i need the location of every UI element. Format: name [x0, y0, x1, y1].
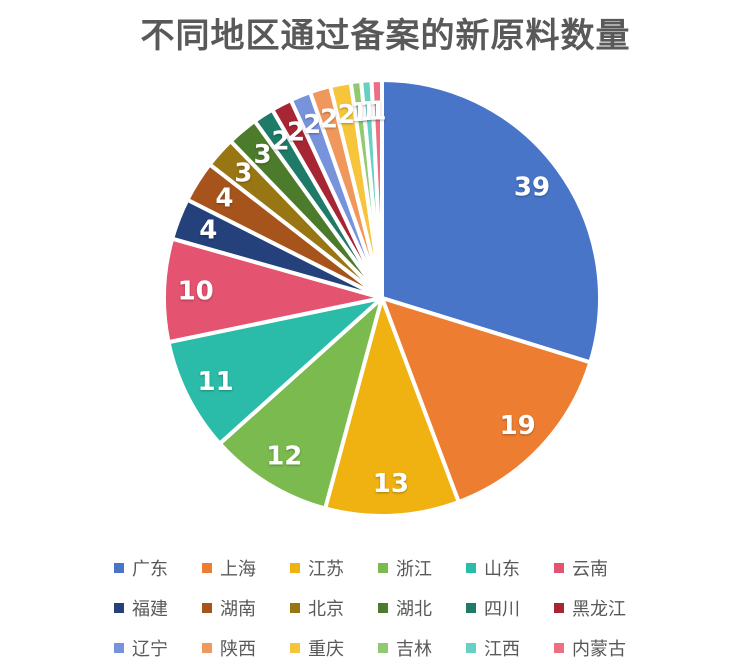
pie-slice-上海: [380, 296, 593, 505]
slice-value-label: 2: [303, 110, 321, 140]
legend-label: 江西: [484, 639, 520, 659]
legend-label: 上海: [220, 559, 256, 579]
legend-swatch-icon: [202, 643, 212, 653]
legend-item-黑龙江: 黑龙江: [554, 595, 642, 621]
legend-label: 陕西: [220, 639, 256, 659]
legend-label: 云南: [572, 559, 608, 579]
legend-item-辽宁: 辽宁: [114, 635, 202, 661]
legend-item-重庆: 重庆: [290, 635, 378, 661]
legend-swatch-icon: [554, 603, 564, 613]
legend-swatch-icon: [466, 603, 476, 613]
legend-label: 湖北: [396, 599, 432, 619]
pie-slice-广东: [380, 78, 602, 365]
slice-value-label: 10: [178, 276, 214, 306]
legend: 广东 上海 江苏 浙江 山东 云南福建 湖南 北京 湖北 四川 黑龙江辽宁 陕西 重庆 吉林 江西 内蒙古: [114, 548, 642, 668]
pie-slice-云南: [162, 236, 384, 345]
pie-slice-山东: [166, 296, 384, 446]
legend-item-湖北: 湖北: [378, 595, 466, 621]
legend-item-四川: 四川: [466, 595, 554, 621]
legend-item-云南: 云南: [554, 555, 642, 581]
slice-value-label: 11: [198, 367, 234, 397]
legend-item-江苏: 江苏: [290, 555, 378, 581]
legend-item-北京: 北京: [290, 595, 378, 621]
slice-value-label: 3: [234, 159, 252, 189]
legend-swatch-icon: [290, 643, 300, 653]
slice-value-label: 2: [320, 104, 338, 134]
slice-value-label: 19: [500, 411, 536, 441]
legend-label: 湖南: [220, 599, 256, 619]
legend-swatch-icon: [290, 563, 300, 573]
slice-value-label: 3: [254, 140, 272, 170]
legend-label: 江苏: [308, 559, 344, 579]
pie-slice-内蒙古: [369, 77, 384, 300]
slice-value-label: 4: [199, 215, 217, 245]
slice-value-label: 2: [271, 127, 289, 157]
slice-value-label: 1: [360, 97, 378, 127]
legend-swatch-icon: [554, 563, 564, 573]
legend-item-吉林: 吉林: [378, 635, 466, 661]
slice-value-label: 1: [351, 98, 369, 128]
legend-item-山东: 山东: [466, 555, 554, 581]
legend-label: 浙江: [396, 559, 432, 579]
slice-value-label: 1: [368, 97, 386, 127]
legend-label: 吉林: [396, 639, 432, 659]
pie-slice-浙江: [217, 296, 384, 511]
legend-swatch-icon: [202, 603, 212, 613]
legend-swatch-icon: [290, 603, 300, 613]
legend-label: 山东: [484, 559, 520, 579]
slice-value-label: 12: [266, 442, 302, 472]
legend-label: 广东: [132, 559, 168, 579]
legend-swatch-icon: [114, 563, 124, 573]
legend-label: 重庆: [308, 639, 344, 659]
legend-item-浙江: 浙江: [378, 555, 466, 581]
legend-item-广东: 广东: [114, 555, 202, 581]
legend-label: 四川: [484, 599, 520, 619]
legend-item-江西: 江西: [466, 635, 554, 661]
slice-value-label: 39: [514, 172, 550, 202]
legend-swatch-icon: [378, 563, 388, 573]
legend-label: 北京: [308, 599, 344, 619]
chart-title: 不同地区通过备案的新原料数量: [140, 18, 631, 55]
legend-item-福建: 福建: [114, 595, 202, 621]
slice-value-label: 4: [215, 183, 233, 213]
legend-swatch-icon: [378, 643, 388, 653]
legend-swatch-icon: [202, 563, 212, 573]
legend-item-上海: 上海: [202, 555, 290, 581]
legend-label: 辽宁: [132, 639, 168, 659]
legend-item-陕西: 陕西: [202, 635, 290, 661]
legend-label: 福建: [132, 599, 168, 619]
legend-swatch-icon: [114, 643, 124, 653]
legend-item-湖南: 湖南: [202, 595, 290, 621]
legend-swatch-icon: [378, 603, 388, 613]
legend-swatch-icon: [114, 603, 124, 613]
legend-swatch-icon: [554, 643, 564, 653]
legend-swatch-icon: [466, 563, 476, 573]
legend-label: 黑龙江: [572, 599, 626, 619]
legend-item-内蒙古: 内蒙古: [554, 635, 642, 661]
slice-value-label: 2: [287, 118, 305, 148]
legend-label: 内蒙古: [572, 639, 626, 659]
pie-slice-江苏: [323, 296, 461, 518]
legend-swatch-icon: [466, 643, 476, 653]
slice-value-label: 13: [373, 469, 409, 499]
slice-value-label: 2: [337, 100, 355, 130]
